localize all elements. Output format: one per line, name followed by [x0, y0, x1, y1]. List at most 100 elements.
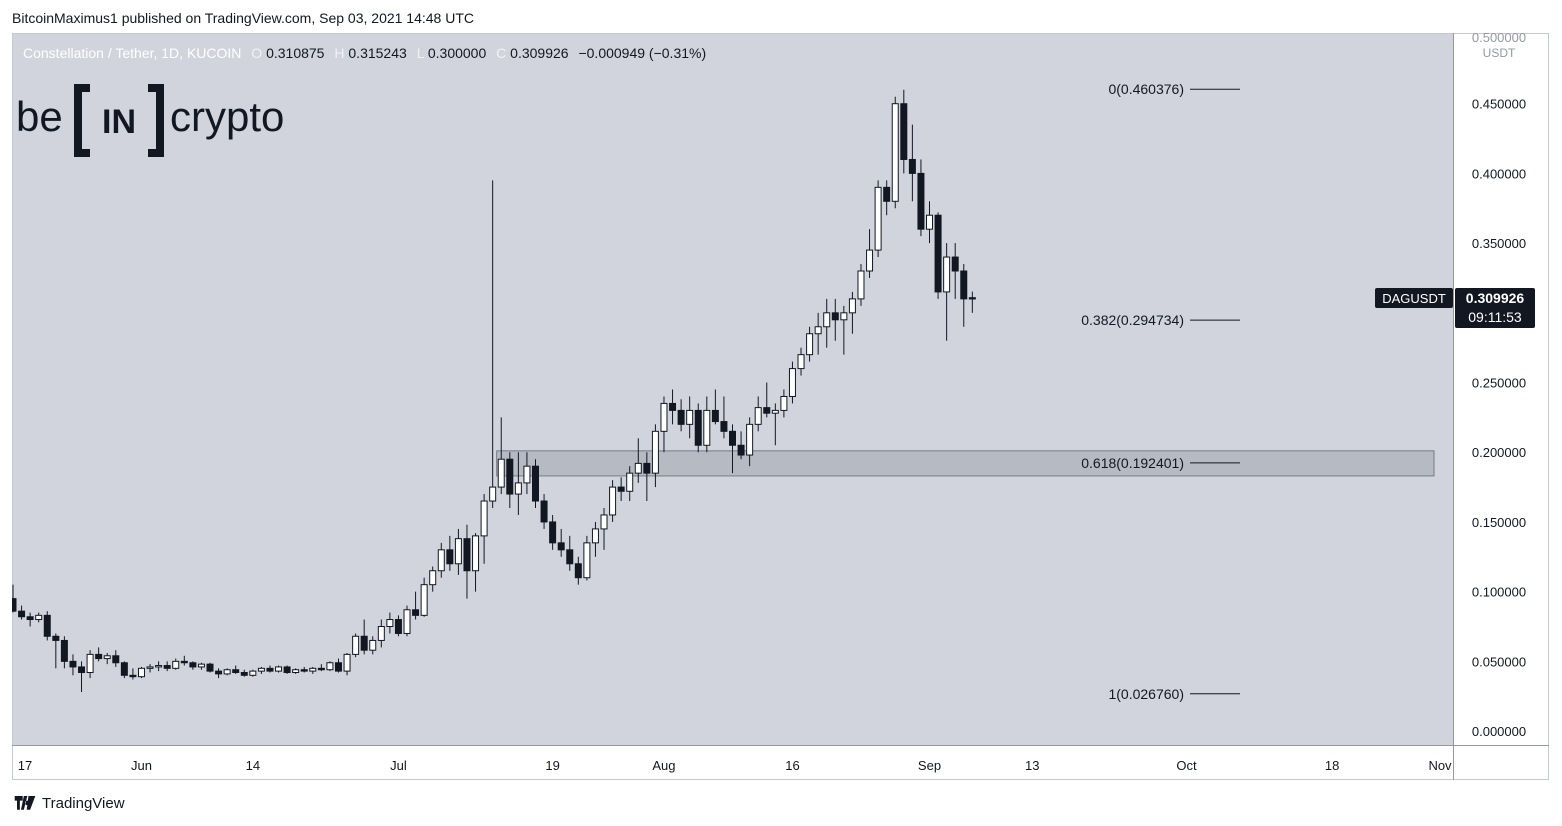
candle-body — [823, 312, 831, 328]
candle — [729, 424, 736, 474]
footer: TradingView — [13, 795, 125, 812]
candle-body — [257, 667, 265, 672]
candle-body — [840, 312, 848, 321]
candle — [934, 212, 942, 299]
candle — [506, 452, 514, 508]
candle — [352, 633, 360, 658]
candle — [292, 668, 300, 674]
candle-body — [506, 458, 514, 495]
candle-body — [514, 482, 522, 495]
x-tick-label: 13 — [1025, 758, 1039, 773]
candle — [960, 264, 968, 327]
candle-body — [729, 430, 736, 446]
close-label: C — [496, 45, 506, 61]
candle-body — [377, 626, 385, 641]
logo-bracket-right — [148, 84, 164, 157]
candle — [43, 611, 51, 641]
fib-level-label: 0(0.460376) — [1108, 81, 1184, 97]
candle-body — [489, 486, 497, 502]
candle-body — [120, 662, 128, 676]
candle — [797, 347, 805, 376]
candle — [189, 661, 197, 670]
candle-body — [43, 614, 51, 637]
candle-body — [163, 665, 171, 669]
y-tick-label: 0.350000 — [1472, 236, 1526, 251]
y-tick-label: 0.400000 — [1472, 166, 1526, 181]
candle — [275, 665, 283, 673]
candle — [12, 584, 17, 613]
high-label: H — [334, 45, 344, 61]
candlestick-chart[interactable]: 0(0.460376) 0.382(0.294734) 0.618(0.192401… — [12, 33, 1549, 780]
candle-body — [874, 186, 882, 251]
price-tag-countdown: 09:11:53 — [1468, 309, 1522, 325]
candle-body — [78, 666, 86, 674]
logo-bracket-left — [74, 84, 90, 157]
candle-body — [711, 409, 719, 423]
change-value: −0.000949 (−0.31%) — [578, 45, 706, 61]
candle-body — [771, 409, 779, 414]
candle-body — [883, 186, 891, 202]
price-tag-value: 0.309926 — [1466, 290, 1525, 306]
candle-body — [531, 465, 539, 502]
candle-body — [403, 609, 411, 634]
candle-body — [566, 549, 574, 565]
candle — [137, 666, 145, 679]
candle-body — [412, 609, 420, 616]
candle-body — [651, 430, 659, 474]
candle-body — [292, 669, 300, 674]
candle-body — [18, 610, 26, 618]
candle-body — [60, 639, 68, 662]
candle — [35, 612, 43, 623]
candle-body — [737, 444, 745, 456]
candle — [703, 396, 711, 453]
candle — [403, 605, 411, 637]
candle-body — [197, 663, 205, 668]
candle — [489, 180, 497, 508]
candle-body — [86, 653, 94, 674]
footer-brand: TradingView — [42, 795, 125, 812]
price-tag-box — [1455, 288, 1535, 328]
candle — [206, 662, 214, 673]
open-value: 0.310875 — [266, 45, 325, 61]
plot-background — [13, 34, 1453, 745]
candle — [386, 612, 394, 634]
candle-body — [437, 549, 445, 572]
candle — [669, 389, 677, 425]
candle — [600, 508, 608, 550]
candle — [18, 605, 26, 620]
candle-body — [240, 672, 248, 676]
candle-body — [69, 660, 77, 668]
x-tick-label: Nov — [1428, 758, 1452, 773]
x-tick-label: Aug — [652, 758, 675, 773]
candle — [197, 662, 205, 670]
candle — [549, 514, 557, 550]
candle-body — [52, 635, 60, 641]
candle — [497, 417, 505, 495]
candle — [540, 494, 548, 529]
candle — [309, 666, 317, 674]
candle-body — [215, 670, 223, 675]
publish-info: BitcoinMaximus1 published on TradingView… — [12, 10, 475, 26]
candle-body — [908, 158, 916, 174]
candle-body — [369, 639, 377, 651]
candle-body — [617, 486, 625, 492]
candle — [429, 566, 437, 592]
candle-body — [275, 666, 283, 672]
candle — [720, 396, 728, 439]
candle-body — [943, 256, 951, 293]
candle-body — [797, 354, 805, 370]
candle — [788, 361, 796, 404]
logo-text-in: IN — [102, 103, 136, 141]
candle-body — [600, 514, 608, 530]
candle — [677, 399, 685, 432]
candle — [26, 612, 34, 627]
candle — [394, 615, 402, 637]
candle — [103, 652, 111, 665]
candle-body — [703, 409, 711, 446]
candle — [583, 535, 591, 581]
candle-body — [754, 407, 762, 425]
candle-body — [720, 421, 728, 432]
candle — [609, 480, 617, 522]
candle — [566, 535, 574, 571]
candle — [874, 180, 882, 258]
